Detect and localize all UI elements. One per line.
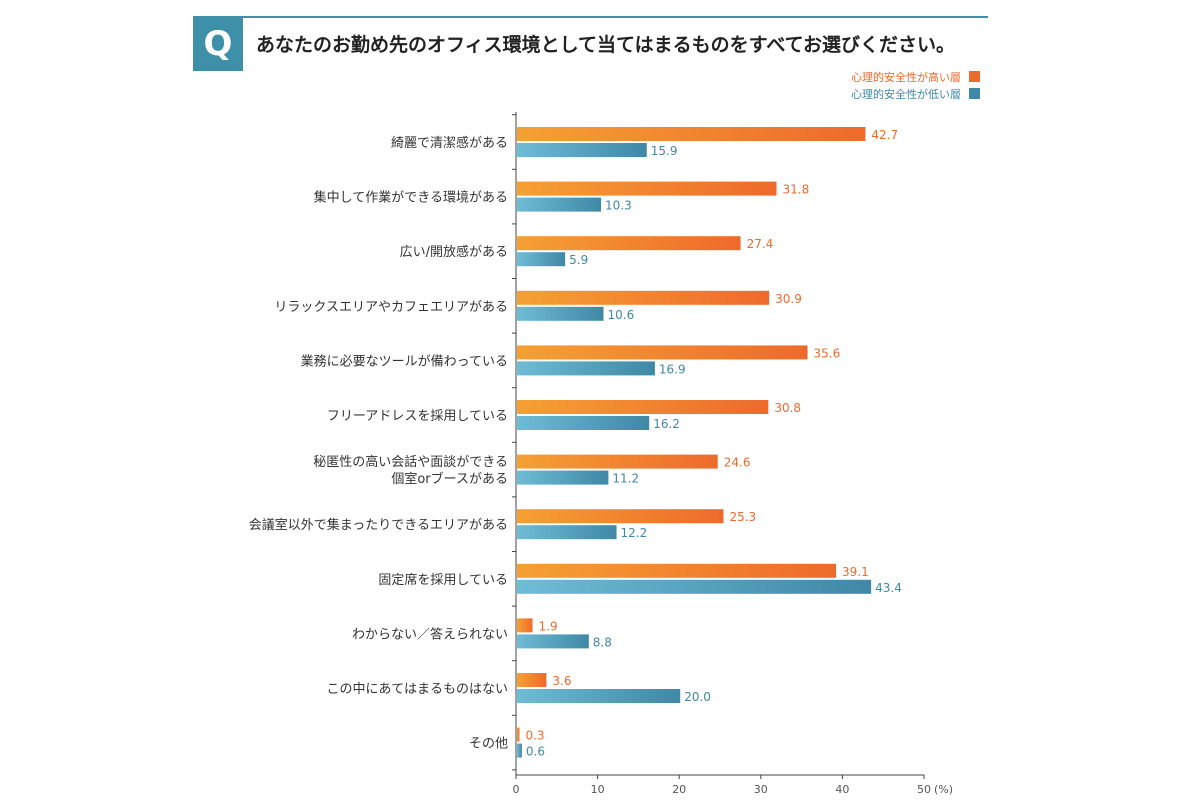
- value-label-low: 43.4: [875, 581, 902, 595]
- category-label: リラックスエリアやカフェエリアがある: [274, 300, 508, 315]
- category-label-line: 綺麗で清潔感がある: [391, 135, 508, 151]
- bar-low: [517, 525, 617, 540]
- legend-item-low: 心理的安全性が低い層: [795, 85, 980, 102]
- header-rule: [193, 16, 988, 18]
- legend-swatch-low: [969, 88, 980, 99]
- chart-legend: 心理的安全性が高い層 心理的安全性が低い層: [795, 68, 980, 102]
- x-tick-label: 20: [672, 783, 686, 796]
- value-label-low: 11.2: [612, 472, 639, 486]
- category-label: 広い/開放感がある: [400, 244, 508, 260]
- bar-low: [517, 361, 655, 376]
- x-tick-label: 0: [513, 783, 520, 796]
- category-label-line: 固定席を採用している: [378, 572, 508, 588]
- x-axis-unit: (%): [934, 783, 953, 796]
- question-title: あなたのお勤め先のオフィス環境として当てはまるものをすべてお選びください。: [256, 34, 956, 56]
- category-label-line: この中にあてはまるものはない: [327, 682, 508, 697]
- bar-low: [517, 743, 522, 758]
- value-label-high: 30.8: [774, 401, 801, 415]
- value-label-high: 31.8: [782, 183, 809, 197]
- category-label-line: 業務に必要なツールが備わっている: [301, 353, 508, 369]
- bar-high: [517, 127, 866, 141]
- bar-high: [517, 509, 724, 524]
- bar-high: [517, 236, 741, 251]
- category-label: フリーアドレスを採用している: [327, 409, 508, 424]
- category-label-line: 会議室以外で集まったりできるエリアがある: [249, 517, 508, 533]
- bar-high: [517, 290, 770, 305]
- bar-low: [517, 143, 647, 157]
- bar-high: [517, 563, 837, 578]
- category-label-line: 個室orブースがある: [391, 471, 508, 487]
- category-label: 集中して作業ができる環境がある: [314, 190, 508, 206]
- legend-item-high: 心理的安全性が高い層: [795, 68, 980, 85]
- category-label-line: わからない／答えられない: [352, 626, 508, 642]
- category-label: この中にあてはまるものはない: [327, 682, 508, 697]
- category-label-line: フリーアドレスを採用している: [327, 409, 508, 424]
- bar-low: [517, 306, 604, 321]
- category-label: その他: [469, 737, 508, 752]
- bar-high: [517, 618, 533, 633]
- value-label-low: 12.2: [621, 526, 648, 540]
- value-label-low: 16.9: [659, 362, 686, 376]
- value-label-high: 1.9: [539, 619, 558, 633]
- category-label-line: その他: [469, 737, 508, 752]
- bar-low: [517, 579, 872, 594]
- category-label: 業務に必要なツールが備わっている: [301, 353, 508, 369]
- category-label: わからない／答えられない: [352, 626, 508, 642]
- value-label-low: 10.6: [607, 308, 634, 322]
- category-label: 固定席を採用している: [378, 572, 508, 588]
- bar-low: [517, 689, 681, 703]
- value-label-low: 10.3: [605, 199, 632, 213]
- value-label-low: 0.6: [526, 745, 545, 759]
- bar-high: [517, 454, 718, 469]
- question-badge: Q: [193, 16, 243, 71]
- value-label-low: 15.9: [651, 144, 678, 158]
- category-label-line: 広い/開放感がある: [400, 244, 508, 260]
- value-label-high: 30.9: [775, 292, 802, 306]
- bar-low: [517, 416, 650, 430]
- legend-label-high: 心理的安全性が高い層: [851, 70, 961, 84]
- value-label-high: 35.6: [813, 346, 840, 360]
- bar-high: [517, 181, 777, 196]
- value-label-high: 42.7: [871, 128, 898, 142]
- value-label-high: 24.6: [724, 456, 751, 470]
- bar-high: [517, 727, 520, 742]
- legend-label-low: 心理的安全性が低い層: [851, 87, 961, 101]
- category-label: 秘匿性の高い会話や面談ができる個室orブースがある: [313, 454, 508, 487]
- x-tick-label: 40: [835, 783, 849, 796]
- value-label-low: 8.8: [593, 635, 612, 649]
- value-label-low: 16.2: [653, 417, 680, 431]
- value-label-high: 27.4: [747, 237, 774, 251]
- legend-swatch-high: [969, 71, 980, 82]
- value-label-high: 25.3: [729, 510, 756, 524]
- bar-low: [517, 252, 566, 267]
- bar-high: [517, 673, 547, 687]
- bar-high: [517, 345, 808, 360]
- x-tick-label: 30: [754, 783, 768, 796]
- value-label-high: 3.6: [552, 674, 571, 688]
- bar-low: [517, 197, 602, 212]
- bar-low: [517, 634, 589, 649]
- bar-high: [517, 400, 769, 414]
- x-tick-label: 50: [917, 783, 931, 796]
- category-label-line: リラックスエリアやカフェエリアがある: [274, 300, 508, 315]
- category-label: 会議室以外で集まったりできるエリアがある: [249, 517, 508, 533]
- value-label-low: 20.0: [684, 690, 711, 704]
- value-label-low: 5.9: [569, 253, 588, 267]
- value-label-high: 39.1: [842, 565, 869, 579]
- category-label-line: 集中して作業ができる環境がある: [314, 190, 508, 206]
- category-label-line: 秘匿性の高い会話や面談ができる: [313, 454, 508, 470]
- bar-low: [517, 470, 609, 485]
- x-tick-label: 10: [591, 783, 605, 796]
- value-label-high: 0.3: [525, 729, 544, 743]
- category-label: 綺麗で清潔感がある: [391, 135, 508, 151]
